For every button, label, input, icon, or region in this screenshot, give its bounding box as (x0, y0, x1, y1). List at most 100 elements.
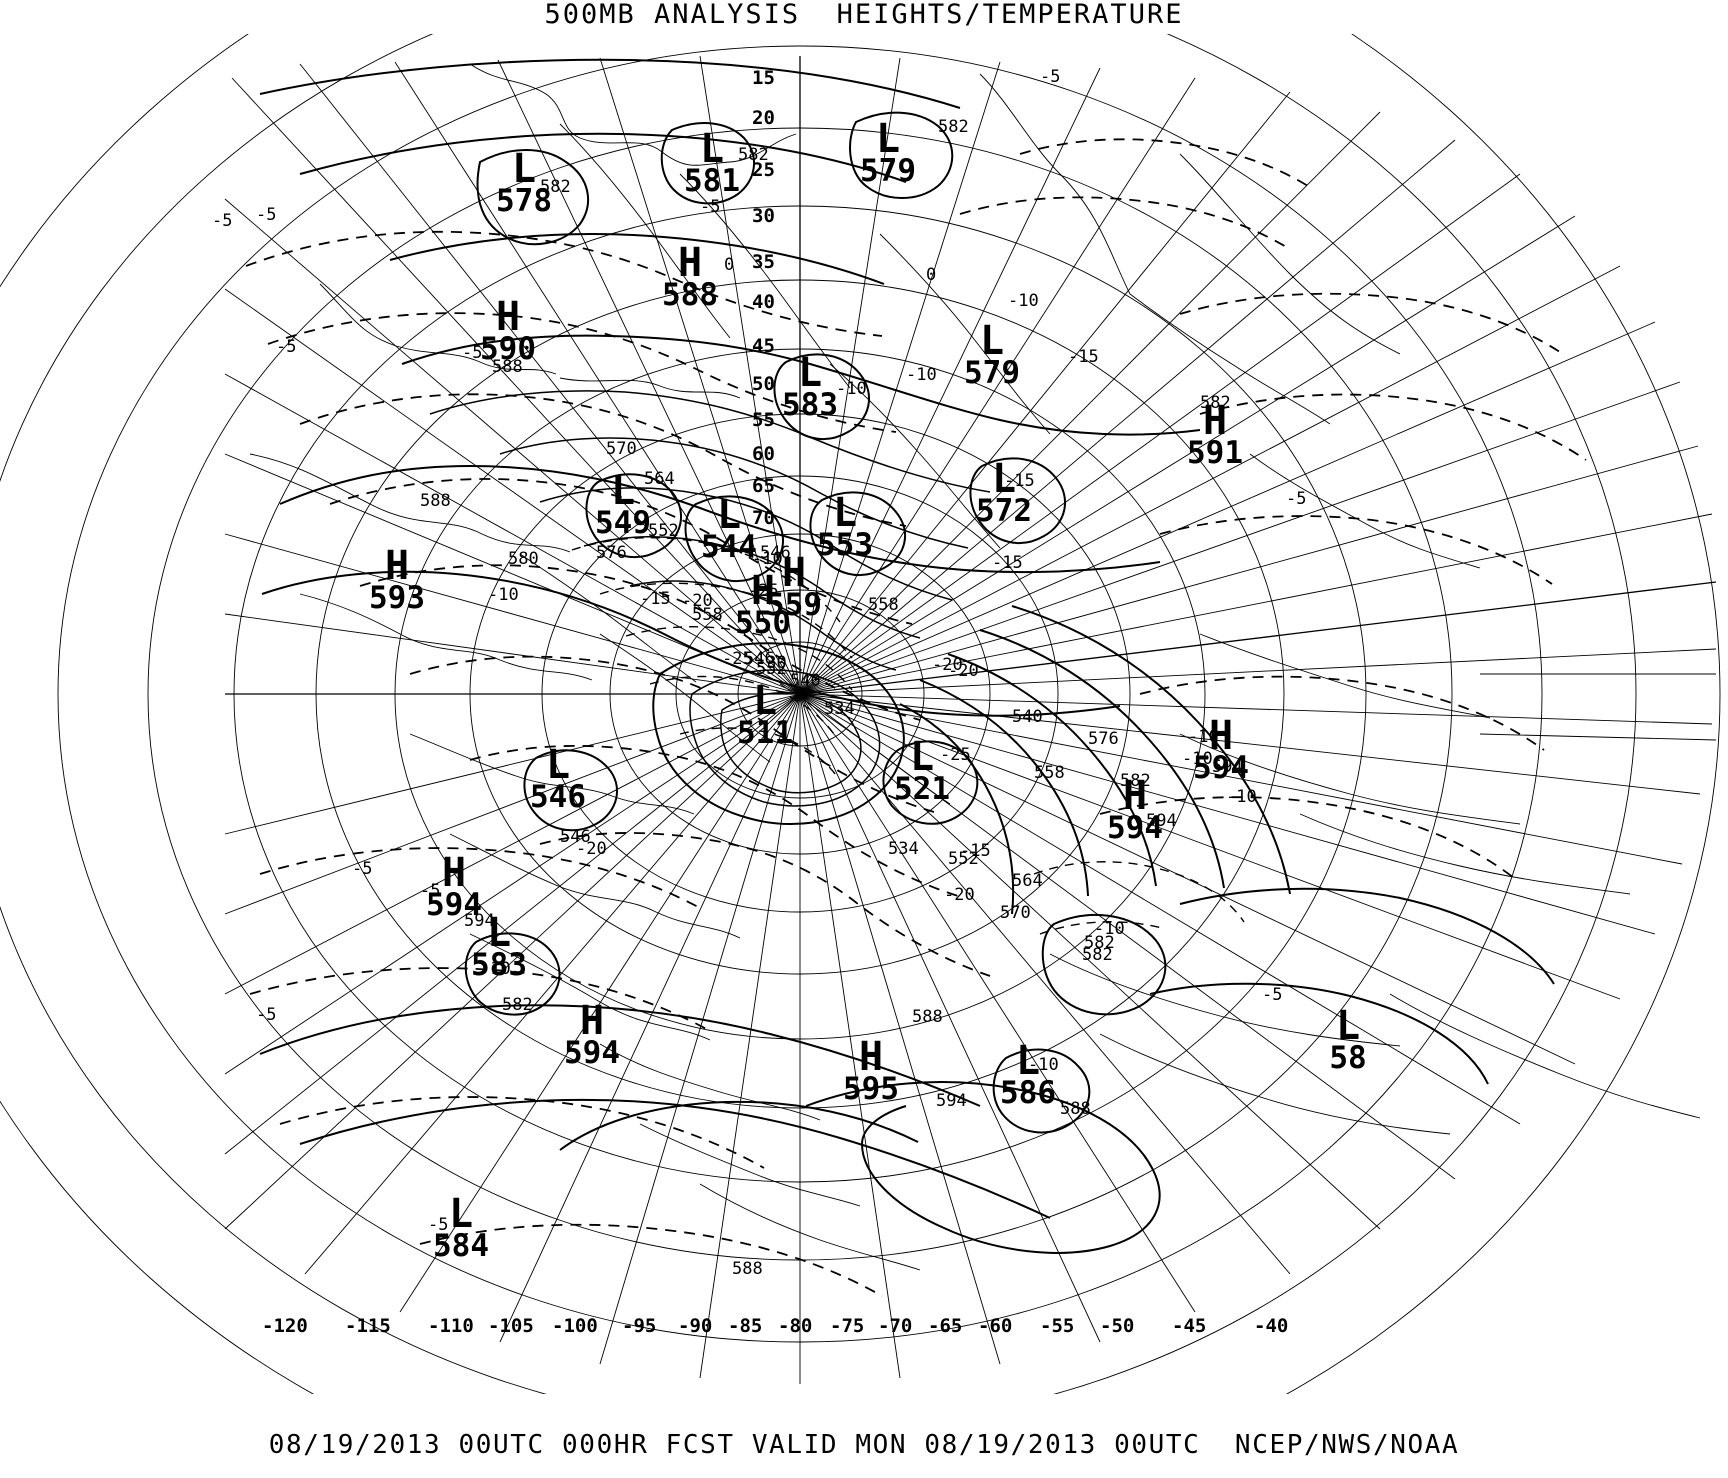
svg-text:45: 45 (752, 335, 775, 357)
svg-text:-10: -10 (488, 585, 519, 605)
svg-text:588: 588 (912, 1007, 943, 1027)
svg-text:-10: -10 (1028, 1055, 1059, 1075)
svg-text:582: 582 (938, 117, 969, 137)
low-center-letter: L (980, 318, 1004, 364)
svg-text:-20: -20 (932, 655, 963, 675)
svg-text:540: 540 (1012, 707, 1043, 727)
svg-text:546: 546 (760, 543, 791, 563)
svg-text:-10: -10 (836, 379, 867, 399)
svg-text:-5: -5 (256, 205, 276, 225)
svg-text:50: 50 (752, 373, 775, 395)
svg-text:-10: -10 (752, 549, 783, 569)
svg-text:40: 40 (752, 291, 775, 313)
svg-text:-70: -70 (878, 1315, 912, 1337)
svg-text:-40: -40 (1254, 1315, 1288, 1337)
svg-text:582: 582 (1200, 393, 1231, 413)
center-height-value: 58 (1329, 1040, 1366, 1076)
low-center-letter: L (611, 468, 635, 514)
svg-text:-5: -5 (420, 881, 440, 901)
svg-text:558: 558 (868, 595, 899, 615)
svg-text:-5: -5 (462, 343, 482, 363)
center-height-value: 544 (701, 529, 757, 565)
high-center-letter: H (678, 240, 702, 286)
svg-text:-85: -85 (728, 1315, 762, 1337)
low-center-letter: L (876, 116, 900, 162)
svg-text:570: 570 (1000, 903, 1031, 923)
svg-text:0: 0 (926, 265, 936, 285)
height-contours (259, 58, 1555, 1254)
svg-text:588: 588 (420, 491, 451, 511)
center-height-value: 579 (860, 153, 916, 189)
high-center-letter: H (859, 1034, 883, 1080)
low-center-letter: L (798, 350, 822, 396)
svg-text:-20: -20 (948, 661, 979, 681)
low-center-letter: L (700, 126, 724, 172)
svg-text:70: 70 (752, 507, 775, 529)
svg-text:582: 582 (1084, 933, 1115, 953)
svg-text:546: 546 (560, 827, 591, 847)
high-center-letter: H (496, 294, 520, 340)
svg-text:540: 540 (790, 671, 821, 691)
svg-text:-45: -45 (1172, 1315, 1206, 1337)
svg-text:582: 582 (540, 177, 571, 197)
high-center-letter: H (442, 850, 466, 896)
svg-text:-80: -80 (778, 1315, 812, 1337)
svg-text:-10: -10 (480, 959, 511, 979)
center-height-value: 594 (564, 1035, 620, 1071)
svg-text:582: 582 (502, 995, 533, 1015)
svg-text:588: 588 (732, 1259, 763, 1279)
low-center-letter: L (717, 492, 741, 538)
svg-text:-10: -10 (1226, 787, 1257, 807)
svg-text:15: 15 (752, 67, 775, 89)
svg-text:-5: -5 (1286, 489, 1306, 509)
center-height-value: 559 (766, 587, 822, 623)
svg-text:-5: -5 (212, 211, 232, 231)
svg-text:-10: -10 (1182, 749, 1213, 769)
svg-text:552: 552 (756, 659, 787, 679)
svg-text:588: 588 (492, 357, 523, 377)
high-center-letter: H (385, 543, 409, 589)
svg-text:20: 20 (752, 107, 775, 129)
svg-text:-30: -30 (756, 653, 787, 673)
svg-text:-120: -120 (262, 1315, 308, 1337)
svg-text:558: 558 (1034, 763, 1065, 783)
center-height-value: 553 (817, 527, 873, 563)
svg-text:594: 594 (464, 911, 495, 931)
contour-value-labels: 582 582 582 588 588 580 570 564 576 552 … (420, 117, 1243, 1279)
svg-text:-100: -100 (552, 1315, 598, 1337)
high-center-letter: H (1123, 773, 1147, 819)
svg-text:576: 576 (596, 543, 627, 563)
svg-text:60: 60 (752, 443, 775, 465)
center-height-value: 546 (530, 779, 586, 815)
high-center-letter: H (782, 550, 806, 596)
svg-text:576: 576 (1088, 729, 1119, 749)
center-height-value: 549 (595, 505, 651, 541)
graticule-parallels (0, 34, 1721, 1394)
svg-text:-5: -5 (1040, 67, 1060, 87)
center-height-value: 588 (662, 277, 718, 313)
svg-text:-15: -15 (640, 589, 671, 609)
latitude-tick-labels: 15 20 25 30 35 40 45 50 55 60 65 70 (752, 67, 775, 529)
center-height-value: 586 (1000, 1075, 1056, 1111)
map-svg: 582 582 582 588 588 580 570 564 576 552 … (0, 34, 1721, 1394)
graticule-meridians (224, 55, 1717, 1384)
svg-text:-50: -50 (1100, 1315, 1134, 1337)
svg-text:-115: -115 (345, 1315, 391, 1337)
center-height-value: 511 (737, 715, 793, 751)
footer-caption: 08/19/2013 00UTC 000HR FCST VALID MON 08… (268, 1430, 1460, 1460)
center-height-value: 521 (894, 771, 950, 807)
longitude-tick-labels: -120 -115 -110 -105 -100 -95 -90 -85 -80… (262, 1315, 1288, 1337)
map-canvas: 582 582 582 588 588 580 570 564 576 552 … (0, 34, 1728, 1394)
svg-text:-20: -20 (944, 885, 975, 905)
